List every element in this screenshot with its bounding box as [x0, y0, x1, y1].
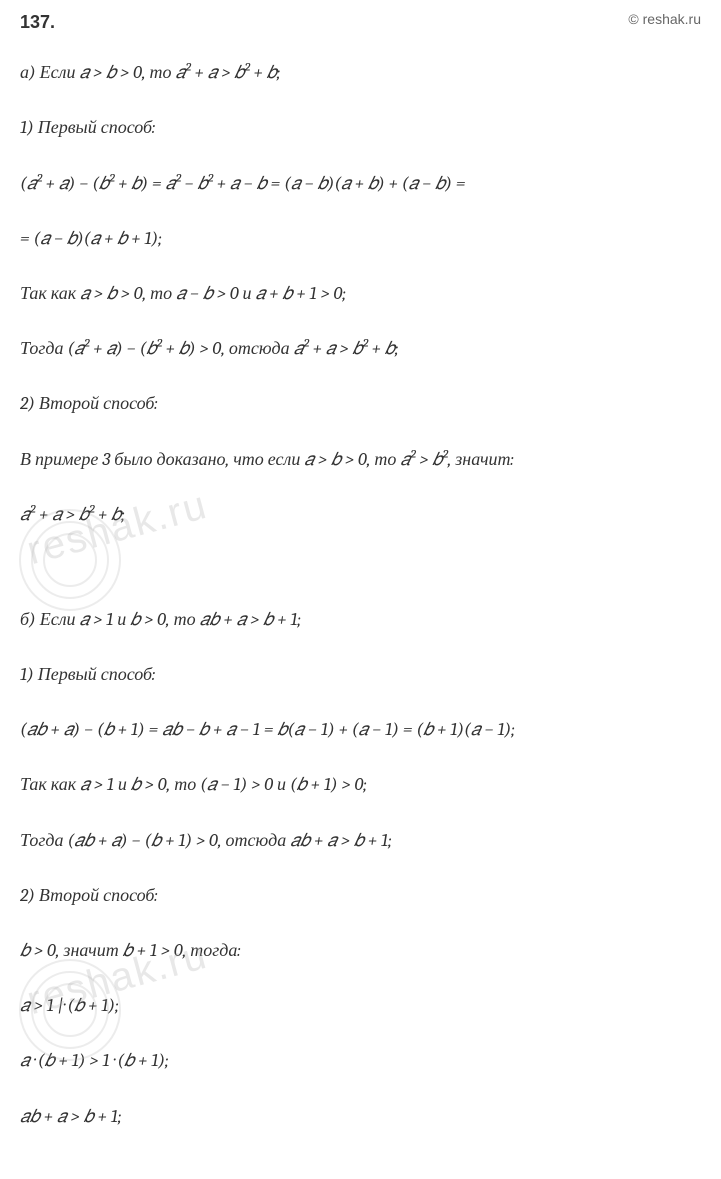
problem-number: 137.	[20, 10, 55, 35]
text-line: 𝑏 > 0, значит 𝑏 + 1 > 0, тогда:	[20, 938, 701, 963]
text-line: 𝑎 · (𝑏 + 1) > 1 · (𝑏 + 1);	[20, 1048, 701, 1073]
text-line: = (𝑎 − 𝑏)(𝑎 + 𝑏 + 1);	[20, 226, 701, 251]
text-line: 𝑎² + 𝑎 > 𝑏² + 𝑏;	[20, 502, 701, 527]
text-line: 𝑎𝑏 + 𝑎 > 𝑏 + 1;	[20, 1104, 701, 1129]
text-line: 2) Второй способ:	[20, 883, 701, 908]
text-line: б) Если 𝑎 > 1 и 𝑏 > 0, то 𝑎𝑏 + 𝑎 > 𝑏 + 1…	[20, 607, 701, 632]
text-line: 𝑎 > 1 |· (𝑏 + 1);	[20, 993, 701, 1018]
text-line: (𝑎² + 𝑎) − (𝑏² + 𝑏) = 𝑎² − 𝑏² + 𝑎 − 𝑏 = …	[20, 171, 701, 196]
text-line: Тогда (𝑎𝑏 + 𝑎) − (𝑏 + 1) > 0, отсюда 𝑎𝑏 …	[20, 828, 701, 853]
text-line	[20, 557, 701, 577]
text-line: 1) Первый способ:	[20, 115, 701, 140]
text-line: Так как 𝑎 > 𝑏 > 0, то 𝑎 − 𝑏 > 0 и 𝑎 + 𝑏 …	[20, 281, 701, 306]
text-line: (𝑎𝑏 + 𝑎) − (𝑏 + 1) = 𝑎𝑏 − 𝑏 + 𝑎 − 1 = 𝑏(…	[20, 717, 701, 742]
text-line: В примере 3 было доказано, что если 𝑎 > …	[20, 447, 701, 472]
header: 137. © reshak.ru	[20, 10, 701, 35]
site-credit: © reshak.ru	[628, 10, 701, 30]
text-line: 1) Первый способ:	[20, 662, 701, 687]
text-line: 2) Второй способ:	[20, 391, 701, 416]
text-line: а) Если 𝑎 > 𝑏 > 0, то 𝑎² + 𝑎 > 𝑏² + 𝑏;	[20, 60, 701, 85]
text-line: Так как 𝑎 > 1 и 𝑏 > 0, то (𝑎 − 1) > 0 и …	[20, 772, 701, 797]
text-line: Тогда (𝑎² + 𝑎) − (𝑏² + 𝑏) > 0, отсюда 𝑎²…	[20, 336, 701, 361]
